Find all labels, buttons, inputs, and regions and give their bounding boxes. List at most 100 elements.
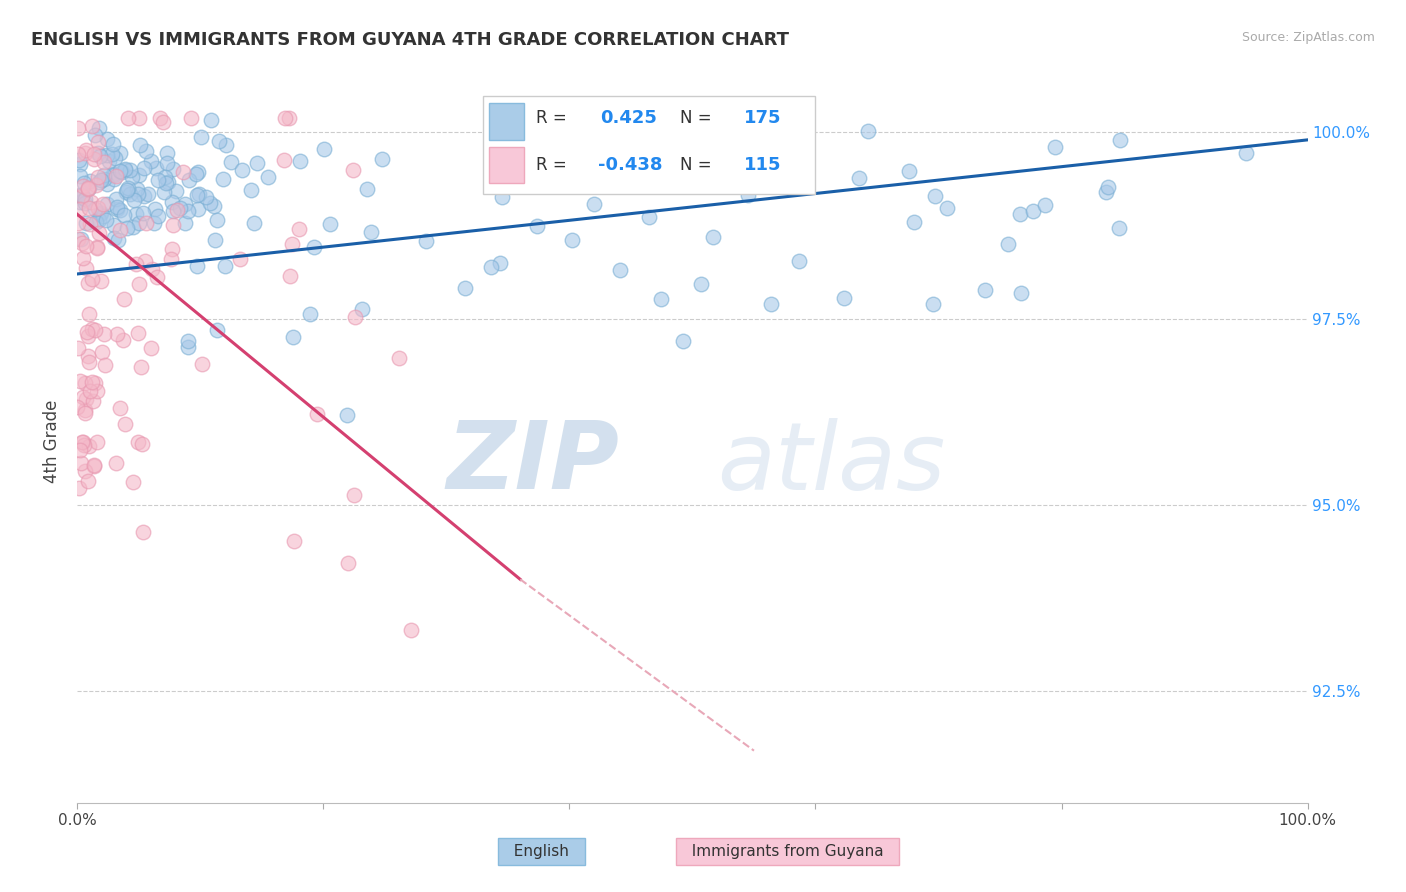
Point: [80, 194, 103, 209]
Point: [134, 253, 156, 268]
Point: [856, 124, 879, 138]
Point: [111, 333, 134, 347]
Text: English: English: [503, 845, 579, 859]
Point: [127, 326, 149, 340]
Point: [145, 269, 167, 284]
Point: [180, 111, 202, 125]
Point: [104, 151, 127, 165]
Point: [75, 464, 97, 478]
Point: [97, 154, 120, 169]
Point: [87, 227, 110, 241]
Point: [72, 189, 94, 203]
Point: [90, 274, 112, 288]
Point: [96, 178, 118, 192]
Point: [202, 199, 225, 213]
FancyBboxPatch shape: [489, 147, 524, 183]
Point: [84, 202, 107, 217]
Point: [132, 189, 155, 203]
Point: [1035, 198, 1057, 212]
Point: [127, 435, 149, 450]
Point: [82, 394, 104, 409]
Point: [179, 173, 201, 187]
Point: [93, 358, 115, 372]
Point: [72, 434, 94, 449]
Point: [229, 252, 252, 266]
Point: [77, 440, 100, 454]
Point: [86, 241, 108, 255]
Point: [145, 161, 167, 175]
Point: [561, 233, 583, 247]
Point: [162, 204, 184, 219]
Point: [82, 271, 104, 285]
Text: 115: 115: [744, 156, 782, 174]
Text: R =: R =: [536, 156, 567, 174]
Point: [761, 297, 783, 311]
Point: [903, 215, 925, 229]
Point: [77, 349, 100, 363]
Point: [70, 190, 93, 204]
Point: [1010, 207, 1032, 221]
Point: [186, 168, 208, 182]
Text: 175: 175: [744, 109, 782, 127]
Point: [120, 186, 142, 201]
Point: [737, 187, 759, 202]
Point: [101, 147, 124, 161]
Point: [689, 277, 711, 291]
Point: [87, 135, 110, 149]
Point: [336, 409, 359, 423]
Point: [787, 253, 810, 268]
Point: [76, 180, 98, 194]
Point: [780, 156, 803, 170]
Point: [84, 323, 107, 337]
Point: [69, 443, 91, 458]
Point: [87, 169, 110, 184]
Point: [143, 202, 166, 217]
Point: [132, 525, 155, 540]
Point: [114, 185, 136, 199]
Point: [766, 157, 789, 171]
Point: [122, 220, 145, 235]
Point: [66, 216, 89, 230]
Point: [132, 161, 155, 176]
Point: [122, 475, 145, 489]
Point: [582, 197, 605, 211]
Point: [107, 202, 129, 216]
Point: [166, 203, 188, 218]
Point: [107, 233, 129, 247]
Point: [108, 223, 131, 237]
Point: [82, 120, 104, 134]
Point: [997, 237, 1019, 252]
Point: [352, 301, 374, 316]
Point: [84, 178, 107, 192]
Point: [105, 326, 128, 341]
Point: [93, 172, 115, 186]
Point: [69, 169, 91, 183]
Point: [70, 235, 93, 250]
Point: [162, 218, 184, 232]
Point: [69, 481, 91, 495]
Point: [69, 374, 91, 388]
Point: [118, 162, 141, 177]
Point: [83, 146, 105, 161]
Point: [703, 174, 725, 188]
Point: [848, 171, 870, 186]
Point: [112, 208, 135, 222]
Point: [90, 173, 112, 187]
Point: [157, 175, 180, 189]
Point: [103, 172, 125, 186]
Point: [131, 436, 153, 450]
FancyBboxPatch shape: [484, 96, 815, 194]
Point: [765, 173, 787, 187]
Point: [489, 256, 512, 270]
Point: [111, 165, 134, 179]
Point: [702, 230, 724, 244]
Point: [77, 307, 100, 321]
Y-axis label: 4th Grade: 4th Grade: [44, 400, 62, 483]
Point: [89, 149, 111, 163]
Point: [974, 284, 997, 298]
Point: [273, 153, 295, 167]
Point: [96, 148, 118, 162]
Point: [83, 458, 105, 472]
Point: [190, 129, 212, 144]
Point: [485, 172, 508, 186]
